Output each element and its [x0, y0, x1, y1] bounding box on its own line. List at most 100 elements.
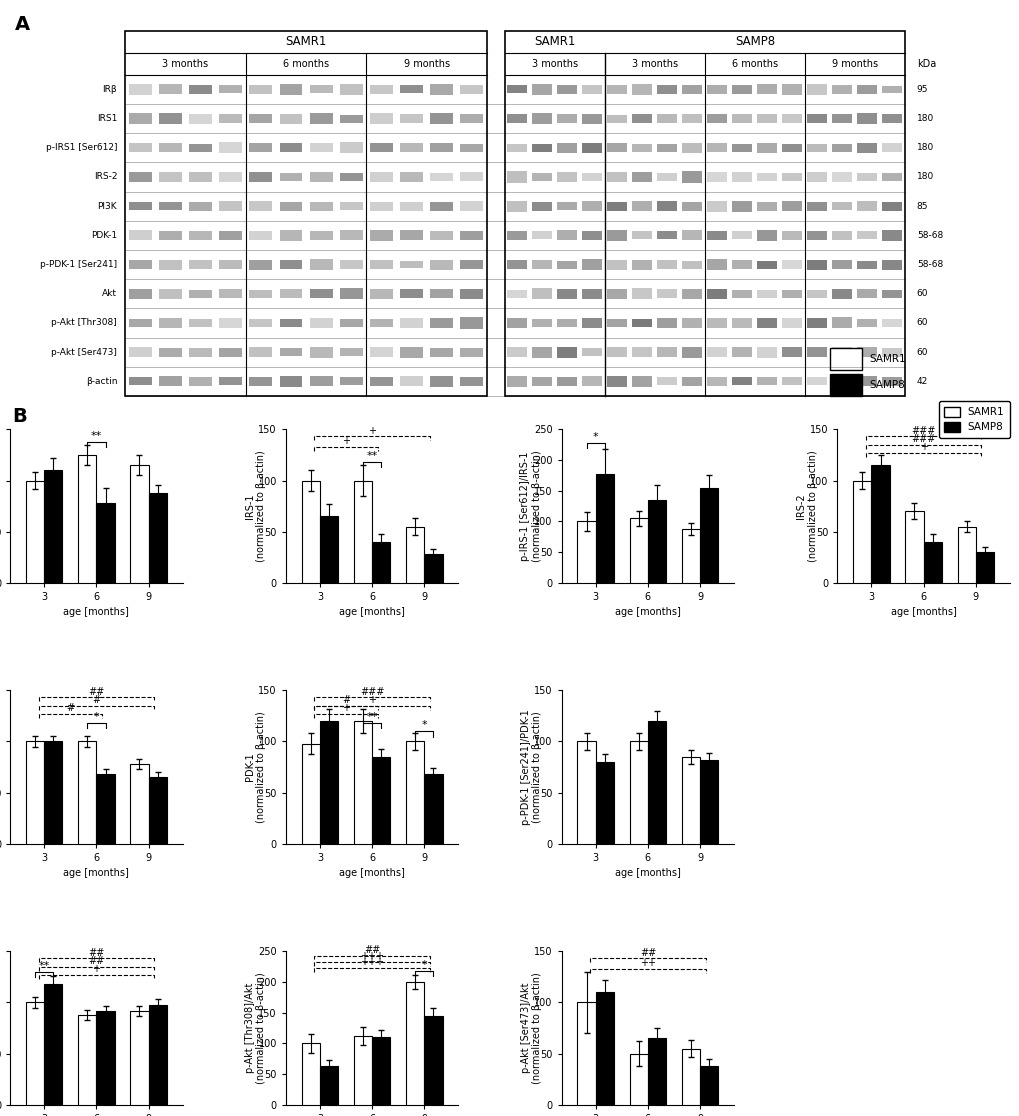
Bar [782, 114, 802, 124]
Bar [657, 144, 677, 152]
Bar [582, 114, 602, 124]
Bar [189, 231, 212, 240]
Text: *: * [421, 960, 427, 970]
Bar [279, 173, 303, 181]
Text: +: + [341, 703, 350, 713]
Text: PI3K: PI3K [98, 202, 117, 211]
Bar [507, 376, 527, 386]
Bar [657, 289, 677, 298]
Y-axis label: p-Akt [Thr308]/Akt
(normalized to β-actin): p-Akt [Thr308]/Akt (normalized to β-acti… [245, 972, 266, 1084]
Bar [189, 290, 212, 298]
Bar [399, 318, 423, 328]
Bar [782, 201, 802, 211]
Bar [582, 143, 602, 153]
Bar [881, 319, 902, 327]
Text: ##: ## [89, 956, 104, 966]
Bar [757, 290, 776, 298]
Bar [629, 518, 647, 583]
Bar [870, 465, 889, 583]
Bar [399, 202, 423, 211]
Text: β-actin: β-actin [86, 377, 117, 386]
Text: **: ** [91, 431, 102, 441]
Bar [219, 172, 242, 182]
Bar [582, 289, 602, 299]
Bar [219, 86, 242, 94]
Bar [279, 202, 303, 211]
Bar [881, 260, 902, 270]
Bar [189, 202, 212, 211]
Bar [399, 86, 423, 94]
Bar [557, 261, 577, 269]
Bar [607, 115, 627, 123]
Bar [632, 319, 652, 327]
Bar [732, 144, 752, 152]
Bar [632, 201, 652, 211]
Bar [699, 1066, 717, 1105]
Bar [577, 521, 595, 583]
Bar [629, 741, 647, 844]
Bar [130, 465, 149, 583]
Bar [219, 377, 242, 385]
Bar [430, 144, 452, 152]
Bar [707, 259, 727, 270]
Bar [607, 376, 627, 386]
Bar [96, 1011, 114, 1105]
Bar [607, 319, 627, 327]
Bar [370, 143, 392, 153]
Bar [657, 231, 677, 239]
Bar [532, 231, 552, 239]
Text: 60: 60 [916, 348, 927, 357]
Text: +: + [368, 426, 376, 436]
Bar [557, 319, 577, 327]
Bar [339, 202, 363, 210]
Text: *: * [94, 712, 99, 722]
Bar [857, 318, 876, 327]
Bar [430, 348, 452, 356]
Bar [279, 289, 303, 298]
Bar [399, 231, 423, 240]
Bar [905, 511, 923, 583]
Text: **: ** [366, 712, 377, 722]
Bar [682, 230, 702, 240]
Bar [372, 1037, 390, 1105]
Bar [881, 377, 902, 385]
Bar [128, 84, 152, 95]
Bar [189, 319, 212, 327]
Text: 180: 180 [916, 114, 933, 123]
Bar [320, 1066, 338, 1105]
Bar [189, 114, 212, 124]
Bar [832, 376, 852, 386]
Bar [507, 347, 527, 357]
Bar [807, 290, 826, 298]
Bar [249, 318, 272, 327]
Bar [707, 289, 727, 299]
Bar [532, 202, 552, 211]
Text: IRS1: IRS1 [97, 114, 117, 123]
Text: IRS-2: IRS-2 [94, 173, 117, 182]
Bar [128, 113, 152, 124]
Bar [372, 542, 390, 583]
Text: +++: +++ [360, 958, 384, 968]
Bar [557, 230, 577, 240]
Y-axis label: IRS-2
(normalized to β-actin): IRS-2 (normalized to β-actin) [796, 450, 817, 562]
Bar [881, 202, 902, 211]
Bar [189, 172, 212, 182]
Bar [582, 231, 602, 240]
Bar [249, 377, 272, 386]
Text: 3 months: 3 months [631, 59, 678, 69]
Bar [923, 542, 941, 583]
Bar [279, 143, 303, 152]
Bar [424, 775, 442, 844]
Text: ##: ## [639, 947, 655, 958]
Bar [557, 114, 577, 123]
Text: *: * [421, 721, 427, 731]
Bar [370, 202, 392, 211]
Bar [159, 231, 181, 240]
Text: 85: 85 [916, 202, 927, 211]
Text: 58-68: 58-68 [916, 260, 943, 269]
Bar [339, 288, 363, 299]
Bar [607, 230, 627, 241]
Text: +: + [341, 436, 350, 446]
Bar [128, 143, 152, 153]
Bar [96, 775, 114, 844]
